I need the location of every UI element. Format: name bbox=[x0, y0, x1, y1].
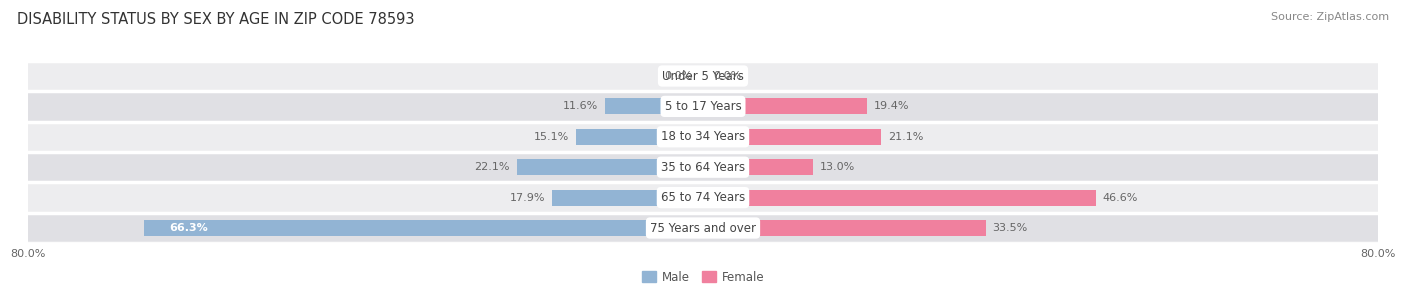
Bar bbox=[703, 98, 866, 114]
Text: 15.1%: 15.1% bbox=[534, 132, 569, 142]
Bar bbox=[703, 190, 1097, 206]
Text: 66.3%: 66.3% bbox=[169, 223, 208, 233]
Bar bbox=[28, 152, 1378, 182]
Text: 0.0%: 0.0% bbox=[713, 71, 741, 81]
Bar bbox=[553, 190, 703, 206]
Text: Source: ZipAtlas.com: Source: ZipAtlas.com bbox=[1271, 12, 1389, 22]
Bar bbox=[28, 182, 1378, 213]
Text: 33.5%: 33.5% bbox=[993, 223, 1028, 233]
Bar bbox=[703, 129, 882, 145]
Text: 65 to 74 Years: 65 to 74 Years bbox=[661, 191, 745, 204]
Legend: Male, Female: Male, Female bbox=[637, 266, 769, 288]
Text: 35 to 64 Years: 35 to 64 Years bbox=[661, 161, 745, 174]
Bar bbox=[28, 61, 1378, 91]
Bar bbox=[703, 159, 813, 175]
Text: 19.4%: 19.4% bbox=[873, 102, 908, 111]
Text: Under 5 Years: Under 5 Years bbox=[662, 70, 744, 82]
Text: 11.6%: 11.6% bbox=[564, 102, 599, 111]
Bar bbox=[28, 213, 1378, 243]
Bar bbox=[143, 220, 703, 236]
Text: 75 Years and over: 75 Years and over bbox=[650, 222, 756, 234]
Text: 17.9%: 17.9% bbox=[510, 193, 546, 202]
Text: 18 to 34 Years: 18 to 34 Years bbox=[661, 130, 745, 143]
Bar bbox=[575, 129, 703, 145]
Bar bbox=[516, 159, 703, 175]
Text: 21.1%: 21.1% bbox=[887, 132, 924, 142]
Text: 46.6%: 46.6% bbox=[1102, 193, 1139, 202]
Text: 13.0%: 13.0% bbox=[820, 162, 855, 172]
Bar bbox=[605, 98, 703, 114]
Text: 0.0%: 0.0% bbox=[665, 71, 693, 81]
Bar bbox=[703, 220, 986, 236]
Bar bbox=[28, 122, 1378, 152]
Text: 22.1%: 22.1% bbox=[474, 162, 510, 172]
Text: 5 to 17 Years: 5 to 17 Years bbox=[665, 100, 741, 113]
Bar bbox=[28, 91, 1378, 122]
Text: DISABILITY STATUS BY SEX BY AGE IN ZIP CODE 78593: DISABILITY STATUS BY SEX BY AGE IN ZIP C… bbox=[17, 12, 415, 27]
